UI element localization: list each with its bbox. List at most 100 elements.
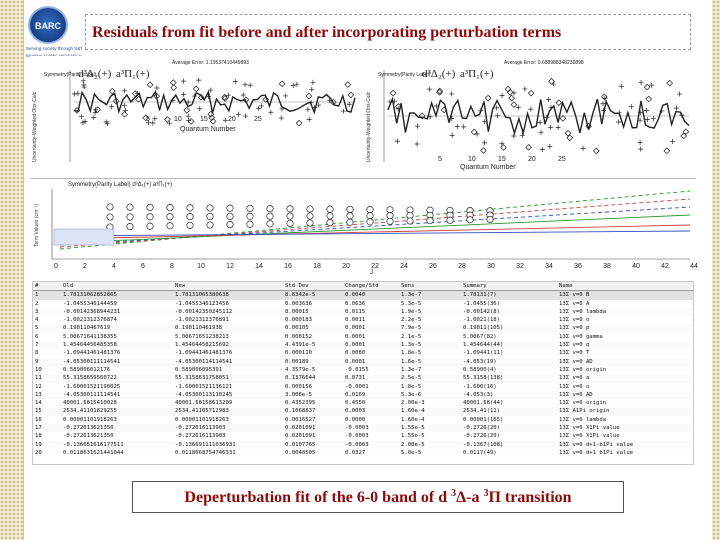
table-cell: 0.00189 — [283, 357, 343, 366]
residual-plot-after-residual-point — [433, 103, 439, 109]
table-row[interactable]: 3 -0.00142368944231 -0.00142350245112 8.000… — [33, 307, 693, 317]
table-row[interactable]: 5 0.190110467619 0.190110461938 0.00105 0.00… — [33, 324, 693, 333]
residual-plot-before-residual-point — [329, 98, 337, 106]
residual-plot-after-canvas — [383, 70, 690, 162]
column-header-summary[interactable]: Summary — [461, 282, 557, 292]
table-row[interactable]: 17 -0.272613621350 -0.272616113903 0.020109… — [33, 424, 693, 433]
table-row[interactable]: 6 5.00671641138355 5.00671651238213 0.00815… — [33, 333, 693, 341]
table-row[interactable]: 10 0.589006012176 0.589006095391 4.3579e-5 -… — [33, 366, 693, 374]
column-header-std-dev[interactable]: Std Dev — [283, 282, 343, 292]
residual-plot-after-residual-point — [449, 132, 455, 138]
residual-plot-after-residual-point — [680, 132, 688, 140]
left-decorative-strip — [0, 0, 24, 540]
term-value-plot-xtick: 38 — [603, 263, 611, 270]
table-row[interactable]: 20 0.0118631621441044 0.0118668754746331 0.… — [33, 449, 693, 457]
residual-plot-before-residual-point — [121, 111, 128, 118]
residual-plot-after-residual-point — [585, 122, 592, 130]
term-value-plot-xtick: 30 — [487, 263, 495, 270]
table-cell: 0.589006095391 — [175, 366, 223, 373]
table-cell: 0.00001101918263 — [63, 416, 117, 423]
table-cell: -0.272613621350 — [61, 424, 173, 433]
table-cell: -4.053(19) — [461, 357, 557, 366]
residual-plot-before-residual-point — [197, 94, 205, 101]
residual-plot-before-residual-point — [79, 114, 85, 120]
table-row[interactable]: 7 1.45464456485358 1.45464458215692 4.4391e… — [33, 341, 693, 350]
table-cell: 16 — [35, 416, 42, 423]
table-row[interactable]: 2 -1.0455346144459 -1.0455346123456 0.00363… — [33, 300, 693, 308]
table-row[interactable]: 19 -0.136651616177511 -0.136691111036931 0.… — [33, 440, 693, 449]
term-value-plot-xtick: 2 — [83, 263, 87, 270]
table-cell: 20 — [35, 449, 42, 456]
residual-plot-after-residual-point — [644, 107, 650, 113]
table-cell: 9 — [33, 357, 61, 366]
table-row[interactable]: 12 -1.60001521190025 -1.60001521136121 0.00… — [33, 383, 693, 391]
residual-plot-after-residual-point — [528, 106, 534, 112]
table-cell: 0.0731 — [343, 374, 399, 383]
term-value-point — [126, 213, 134, 221]
column-header-index[interactable]: # — [33, 282, 61, 292]
table-cell: 0.0115 — [343, 307, 399, 317]
term-value-point — [326, 219, 334, 227]
table-row[interactable]: 16 0.00001101918263 0.00001101918263 0.0016… — [33, 416, 693, 424]
table-row[interactable]: 4 -1.0021312376874 -1.0021312376891 0.00018… — [33, 316, 693, 324]
table-cell: 0.0636 — [345, 300, 366, 307]
residual-plot-before-residual-point — [242, 96, 250, 104]
residual-plot-after-xtick: 25 — [558, 156, 566, 163]
table-row[interactable]: 8 -1.09441461481376 -1.09441461481376 0.000… — [33, 349, 693, 357]
residual-plot-before-residual-point — [181, 78, 187, 84]
term-value-point — [406, 217, 414, 225]
column-header-sens[interactable]: Sens — [399, 282, 461, 292]
residual-plot-after-residual-point — [637, 139, 643, 145]
table-row[interactable]: 1 1.78131062852865 1.78131065380638 8.8342e… — [33, 290, 693, 300]
title-box: Residuals from fit before and after inco… — [85, 14, 691, 50]
table-cell: 0.000183 — [285, 317, 312, 324]
table-cell: 5.00671651238213 — [175, 333, 229, 340]
column-header-name[interactable]: Name — [557, 282, 693, 292]
residual-plot-after-residual-point — [645, 95, 653, 103]
term-value-plot-xtick: 40 — [632, 263, 640, 270]
term-value-point — [206, 221, 214, 229]
term-value-plot-xtick: 42 — [661, 263, 669, 270]
table-cell: 0.19011(105) — [461, 324, 557, 333]
table-row[interactable]: 14 40001.5815410028 40001.58158613209 0.435… — [33, 399, 693, 407]
term-value-plot-xtick: 18 — [313, 263, 321, 270]
table-cell: 13Σ v=0 B — [557, 290, 693, 300]
residual-plot-before-residual-point — [309, 86, 315, 92]
residual-plot-before-residual-point — [312, 105, 318, 111]
column-header-old[interactable]: Old — [61, 282, 173, 292]
barc-emblem-icon: BARC — [28, 6, 68, 44]
residual-plot-before-residual-point — [347, 91, 355, 99]
column-header-change-std[interactable]: Change/Std — [343, 282, 399, 292]
column-header-new[interactable]: New — [173, 282, 283, 292]
residual-plot-after-residual-point — [538, 129, 544, 135]
table-cell: 1.55e-5 — [401, 433, 425, 440]
residual-plot-after-xtick: 20 — [528, 156, 536, 163]
term-value-series-line — [59, 190, 691, 250]
table-cell: 0.0118631621441044 — [63, 449, 124, 456]
table-row[interactable]: 13 -4.05300111114541 -4.05300113110245 3.00… — [33, 390, 693, 400]
residual-plot-before-residual-point — [150, 120, 156, 126]
table-cell: 0.0201091 — [283, 424, 343, 433]
residual-plot-after-residual-point — [618, 83, 624, 89]
term-value-plot-xlabel: J — [370, 270, 373, 276]
table-row[interactable]: 18 -0.272613621350 -0.272616113903 0.020109… — [33, 432, 693, 440]
residual-plot-before-residual-point — [185, 99, 191, 105]
table-cell: 2.2e-5 — [401, 317, 422, 324]
table-row[interactable]: 9 -4.05300111114541 -4.05300114114541 0.001… — [33, 357, 693, 366]
table-cell: 0.003636 — [285, 300, 312, 307]
table-cell: 7 — [33, 341, 61, 350]
table-cell: -1.60001521190025 — [63, 383, 121, 390]
table-cell: 8 — [35, 350, 39, 357]
table-cell: 0.0011 — [345, 317, 366, 324]
table-row[interactable]: 11 55.3158659560722 55.3158631758051 0.1376… — [33, 374, 693, 383]
residual-plot-before-state-1: d³Δ₂(+) — [78, 68, 112, 80]
term-value-point — [246, 220, 254, 228]
residual-plot-before-residual-point — [183, 106, 191, 114]
residual-plot-after-xtick: 5 — [438, 156, 442, 163]
residual-plot-before-residual-point — [346, 101, 352, 107]
table-row[interactable]: 15 2534.41101829255 2534.41105712983 0.1068… — [33, 407, 693, 416]
residual-plot-after-residual-point — [470, 128, 478, 136]
term-value-plot-xtick: 32 — [516, 263, 524, 270]
table-cell: -1.09441(11) — [463, 350, 504, 357]
table-cell: -0.272616113903 — [175, 433, 226, 440]
